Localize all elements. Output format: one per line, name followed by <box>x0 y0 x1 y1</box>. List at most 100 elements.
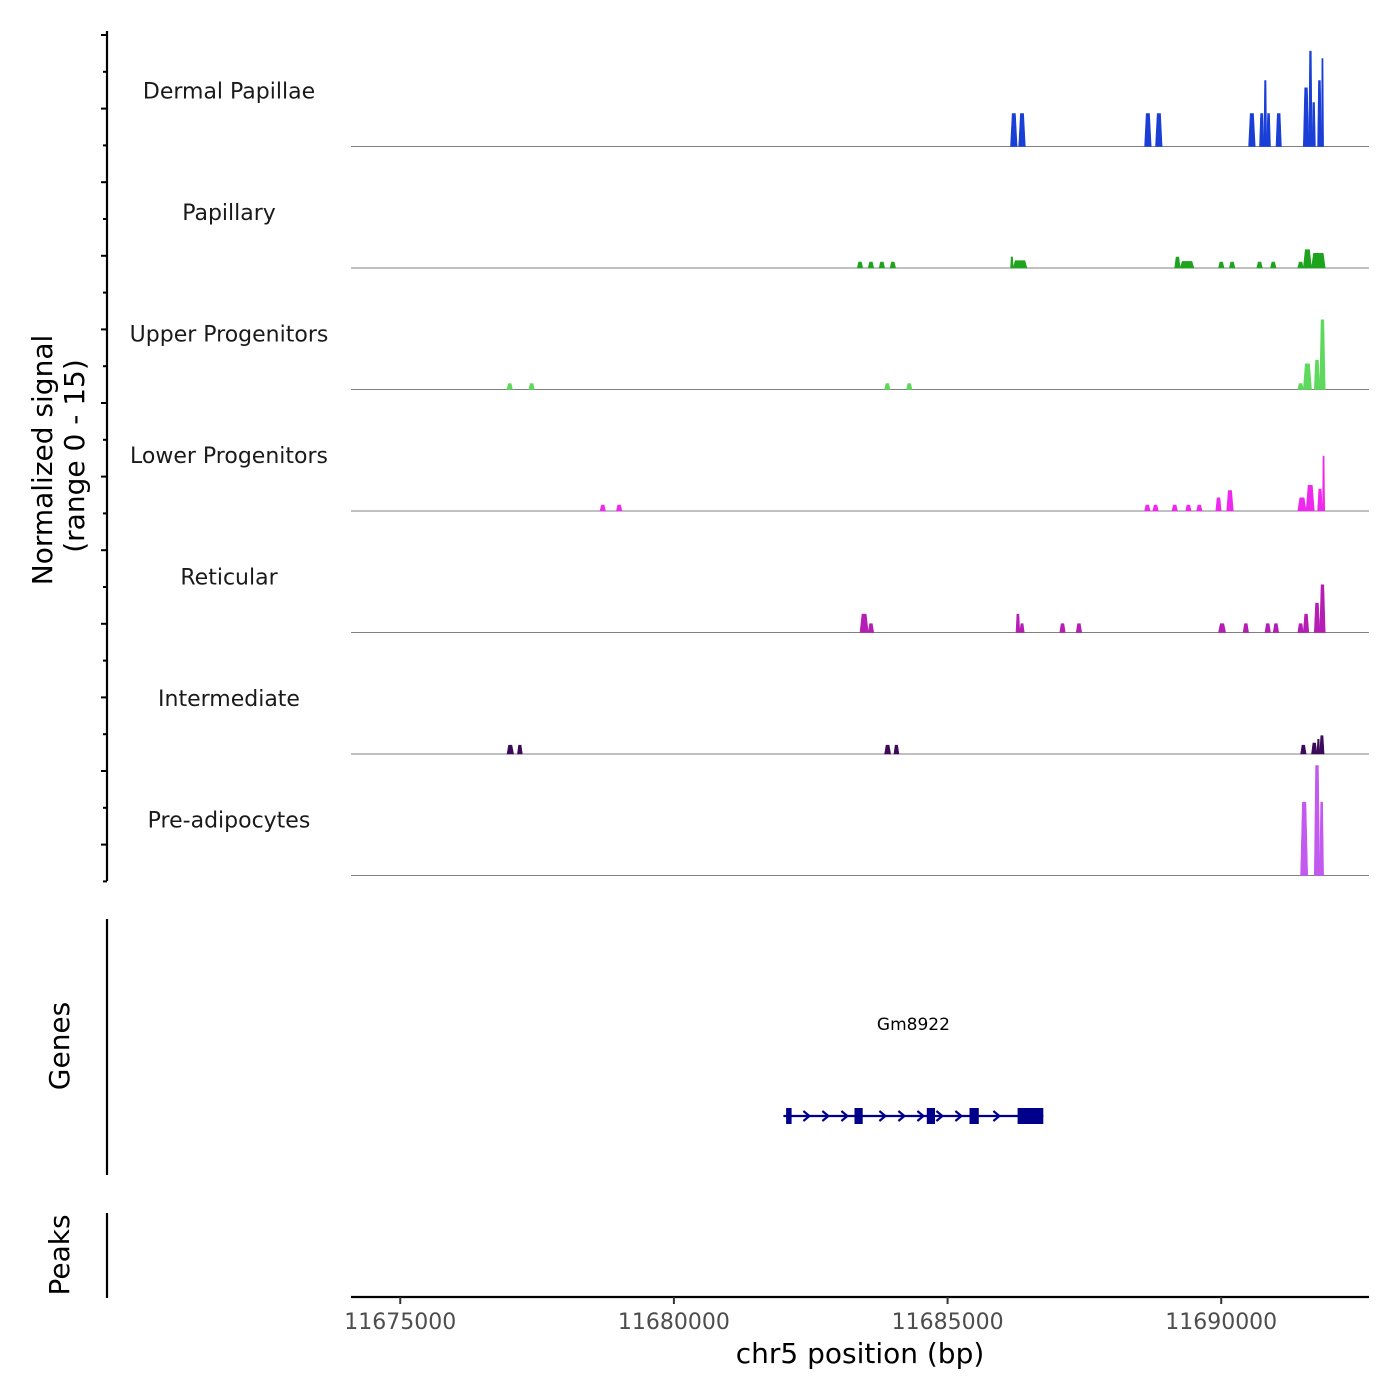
signal-peak <box>1297 261 1304 269</box>
signal-peak <box>1297 623 1304 633</box>
track-label: Dermal Papillae <box>143 80 315 105</box>
gene-annotation-panel: Gm8922 <box>783 1015 1044 1124</box>
signal-peak <box>1319 319 1326 390</box>
x-tick-label: 11675000 <box>344 1310 456 1335</box>
signal-peak <box>1275 113 1282 147</box>
gene-exon <box>854 1108 863 1124</box>
signal-peak <box>1059 623 1066 633</box>
signal-peak <box>1179 261 1195 269</box>
signal-peak <box>1302 249 1312 269</box>
track-label: Lower Progenitors <box>130 444 328 469</box>
signal-peak <box>1242 623 1249 633</box>
track-upper-progenitors: Upper Progenitors <box>130 319 1369 391</box>
signal-peak <box>867 261 875 269</box>
peaks-panel-title: Peaks <box>43 1214 76 1295</box>
signal-peak <box>1316 738 1321 755</box>
signal-peak <box>878 261 885 269</box>
signal-peak <box>1218 261 1225 269</box>
signal-peak <box>1263 80 1268 147</box>
signal-peak <box>1144 504 1151 512</box>
signal-peak <box>1155 113 1163 147</box>
strand-chevron-icon <box>840 1110 850 1122</box>
signal-y-ticks <box>101 34 107 883</box>
signal-peak <box>1152 504 1159 512</box>
signal-peak <box>1302 87 1310 147</box>
signal-peak <box>1297 497 1307 512</box>
signal-peak <box>1311 102 1316 147</box>
strand-chevron-icon <box>935 1110 945 1122</box>
strand-chevron-icon <box>916 1110 926 1122</box>
signal-peak <box>1313 765 1321 876</box>
signal-peak <box>1302 363 1312 390</box>
signal-peak <box>1259 113 1265 147</box>
signal-peak <box>1317 80 1322 147</box>
gene-exon <box>1017 1108 1044 1124</box>
track-label: Pre-adipocytes <box>148 809 311 834</box>
signal-peak <box>1226 490 1234 512</box>
signal-peak <box>1270 261 1277 269</box>
strand-chevron-icon <box>897 1110 907 1122</box>
signal-peak <box>1308 50 1313 147</box>
signal-peak <box>1215 497 1222 512</box>
signal-peak <box>616 504 623 512</box>
signal-peak <box>884 744 891 755</box>
signal-peak <box>1248 113 1256 147</box>
signal-peak <box>1196 504 1203 512</box>
signal-y-axis-title: Normalized signal <box>26 335 59 586</box>
signal-peak <box>1019 623 1025 633</box>
signal-peak <box>1321 58 1324 147</box>
track-label: Papillary <box>182 201 276 226</box>
track-pre-adipocytes: Pre-adipocytes <box>148 765 1369 877</box>
signal-y-axis-subtitle: (range 0 - 15) <box>58 359 91 553</box>
signal-peak <box>889 261 896 269</box>
coverage-tracks: Dermal Papillae Papillary Upper Progenitor… <box>130 50 1369 877</box>
track-label: Upper Progenitors <box>130 323 329 348</box>
signal-peak <box>1272 623 1280 633</box>
signal-peak <box>1229 261 1236 269</box>
signal-peak <box>1319 801 1324 876</box>
track-label: Reticular <box>180 566 278 591</box>
track-intermediate: Intermediate <box>158 687 1369 755</box>
signal-peak <box>1311 742 1318 755</box>
gene-exon <box>969 1108 979 1124</box>
signal-peak <box>1015 613 1021 633</box>
x-tick-label: 11685000 <box>892 1310 1004 1335</box>
x-axis-title: chr5 position (bp) <box>736 1337 985 1370</box>
signal-peak <box>893 744 900 755</box>
gene-label: Gm8922 <box>877 1015 950 1035</box>
signal-peak <box>1313 359 1321 390</box>
signal-peak <box>1256 261 1263 269</box>
signal-peak <box>528 383 535 390</box>
signal-peak <box>1317 488 1323 512</box>
x-axis-ticks: 11675000 11680000 11685000 11690000 <box>344 1297 1277 1335</box>
gene-exon <box>786 1108 792 1124</box>
x-tick-label: 11690000 <box>1165 1310 1277 1335</box>
signal-peak <box>1266 113 1271 147</box>
signal-peak <box>856 261 864 269</box>
signal-peak <box>1297 383 1304 390</box>
signal-peak <box>1010 113 1018 147</box>
signal-peak <box>1305 484 1315 512</box>
track-dermal-papillae: Dermal Papillae <box>143 50 1369 148</box>
signal-peak <box>1185 504 1192 512</box>
signal-peak <box>1010 256 1014 269</box>
signal-peak <box>1264 623 1271 633</box>
signal-peak <box>1174 256 1181 269</box>
signal-peak <box>867 623 875 633</box>
signal-peak <box>1075 623 1083 633</box>
signal-peak <box>517 744 523 755</box>
strand-chevron-icon <box>954 1110 964 1122</box>
x-tick-label: 11680000 <box>618 1310 730 1335</box>
gene-exon <box>926 1108 935 1124</box>
signal-peak <box>1319 584 1326 633</box>
signal-peak <box>599 504 606 512</box>
strand-chevron-icon <box>878 1110 888 1122</box>
signal-peak <box>1313 602 1321 633</box>
signal-peak <box>1300 744 1307 755</box>
signal-peak <box>1319 735 1325 755</box>
track-papillary: Papillary <box>182 201 1369 269</box>
signal-peak <box>1018 113 1026 147</box>
signal-peak <box>884 383 891 390</box>
signal-peak <box>1144 113 1152 147</box>
